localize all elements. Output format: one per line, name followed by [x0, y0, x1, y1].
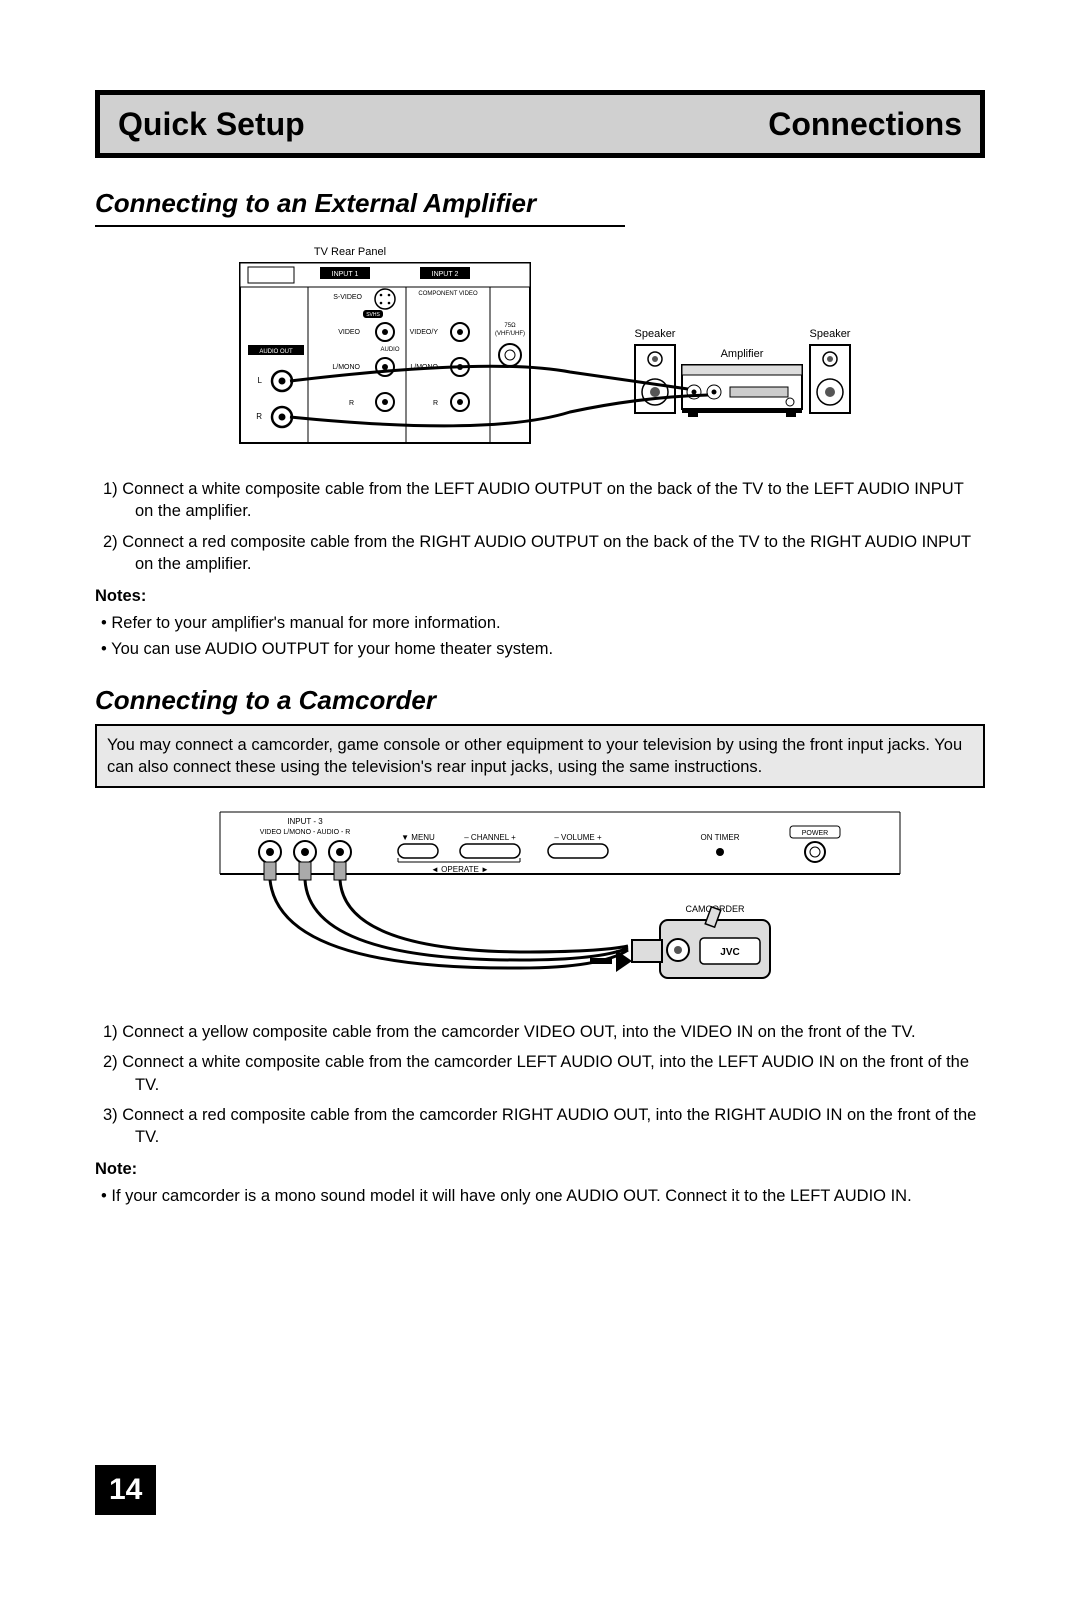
svg-text:S-VIDEO: S-VIDEO: [333, 294, 362, 301]
section1-steps: 1) Connect a white composite cable from …: [95, 478, 985, 575]
svg-text:INPUT 1: INPUT 1: [332, 271, 359, 278]
step-1: 1) Connect a white composite cable from …: [95, 478, 985, 523]
header-left: Quick Setup: [118, 106, 305, 143]
svg-text:R: R: [256, 412, 262, 421]
svg-text:VIDEO L/MONO - AUDIO - R: VIDEO L/MONO - AUDIO - R: [260, 829, 351, 836]
svg-text:COMPONENT VIDEO: COMPONENT VIDEO: [418, 291, 478, 297]
diagram-amplifier: TV Rear Panel INPUT 1 INPUT 2 S-VIDEO SV…: [95, 237, 985, 462]
svg-text:INPUT - 3: INPUT - 3: [287, 817, 323, 826]
svg-text:– VOLUME +: – VOLUME +: [554, 833, 602, 842]
section2-info: You may connect a camcorder, game consol…: [95, 724, 985, 789]
svg-text:VIDEO: VIDEO: [338, 329, 360, 336]
svg-text:Amplifier: Amplifier: [721, 348, 764, 360]
amplifier-diagram-svg: TV Rear Panel INPUT 1 INPUT 2 S-VIDEO SV…: [190, 237, 890, 457]
note-2: You can use AUDIO OUTPUT for your home t…: [95, 638, 985, 660]
tv-panel-label: TV Rear Panel: [314, 246, 386, 258]
svg-text:AUDIO OUT: AUDIO OUT: [259, 349, 293, 355]
svg-text:Speaker: Speaker: [810, 328, 851, 340]
section2-title: Connecting to a Camcorder: [95, 685, 515, 716]
camcorder-diagram-svg: INPUT - 3 VIDEO L/MONO - AUDIO - R ▼ MEN…: [160, 800, 920, 1000]
svg-text:POWER: POWER: [802, 830, 828, 837]
s2-step-3: 3) Connect a red composite cable from th…: [95, 1104, 985, 1149]
svg-text:ON TIMER: ON TIMER: [701, 833, 740, 842]
svg-text:▼ MENU: ▼ MENU: [401, 833, 435, 842]
svg-text:(VHF/UHF): (VHF/UHF): [495, 331, 525, 337]
svg-text:75Ω: 75Ω: [504, 323, 516, 329]
note-1: Refer to your amplifier's manual for mor…: [95, 612, 985, 634]
svg-text:L/MONO: L/MONO: [332, 364, 360, 371]
section2-notes: If your camcorder is a mono sound model …: [95, 1185, 985, 1207]
svg-text:JVC: JVC: [720, 947, 739, 958]
step-2: 2) Connect a red composite cable from th…: [95, 531, 985, 576]
header-right: Connections: [768, 106, 962, 143]
svg-text:AUDIO: AUDIO: [380, 347, 399, 353]
svg-text:R: R: [349, 400, 354, 407]
svg-text:◄ OPERATE ►: ◄ OPERATE ►: [431, 865, 489, 874]
section2-notes-label: Note:: [95, 1160, 985, 1179]
svg-text:SVHS: SVHS: [366, 312, 380, 318]
svg-text:VIDEO/Y: VIDEO/Y: [410, 329, 439, 336]
svg-text:R: R: [433, 400, 438, 407]
svg-text:Speaker: Speaker: [635, 328, 676, 340]
s2-step-2: 2) Connect a white composite cable from …: [95, 1051, 985, 1096]
svg-text:INPUT 2: INPUT 2: [432, 271, 459, 278]
section1-notes: Refer to your amplifier's manual for mor…: [95, 612, 985, 661]
svg-text:– CHANNEL +: – CHANNEL +: [464, 833, 516, 842]
page-number: 14: [95, 1465, 156, 1515]
section1-title: Connecting to an External Amplifier: [95, 188, 625, 227]
svg-text:L: L: [258, 376, 263, 385]
section1-notes-label: Notes:: [95, 587, 985, 606]
header-bar: Quick Setup Connections: [95, 90, 985, 158]
s2-note-1: If your camcorder is a mono sound model …: [95, 1185, 985, 1207]
section2-steps: 1) Connect a yellow composite cable from…: [95, 1021, 985, 1148]
diagram-camcorder: INPUT - 3 VIDEO L/MONO - AUDIO - R ▼ MEN…: [95, 800, 985, 1005]
s2-step-1: 1) Connect a yellow composite cable from…: [95, 1021, 985, 1043]
